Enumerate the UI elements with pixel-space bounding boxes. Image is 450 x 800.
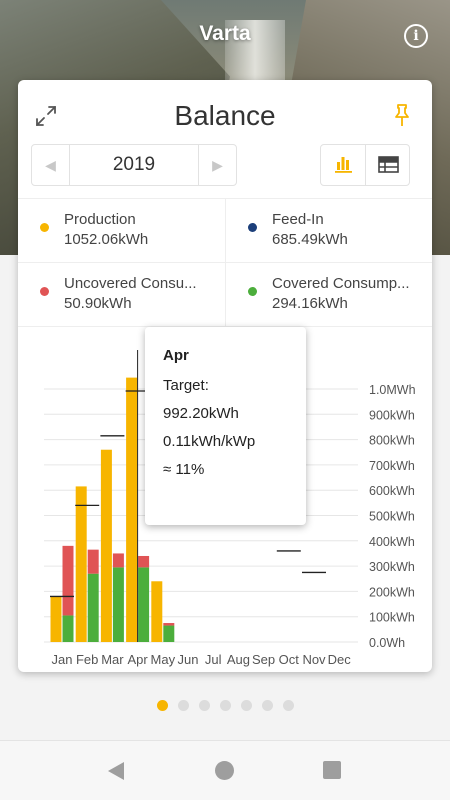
uncovered-consumption-bar: [87, 549, 99, 574]
production-bar: [75, 486, 87, 642]
x-tick-label: Feb: [76, 652, 98, 667]
android-nav-bar: [0, 740, 450, 800]
page-dot[interactable]: [156, 700, 168, 711]
stat-value: 685.49kWh: [272, 231, 348, 248]
uncovered-consumption-bar: [138, 555, 150, 568]
stat-value: 294.16kWh: [272, 295, 348, 312]
x-tick-label: Sep: [252, 652, 275, 667]
tooltip-percentage: ≈ 11%: [163, 461, 205, 478]
covered-consumption-bar: [163, 625, 175, 642]
pin-icon[interactable]: [390, 102, 414, 128]
production-bar: [50, 596, 62, 642]
y-tick-label: 300kWh: [369, 560, 415, 574]
stat-label: Uncovered Consu...: [64, 275, 197, 292]
production-bar: [151, 581, 163, 642]
stat-feed-in[interactable]: Feed-In 685.49kWh: [225, 199, 432, 263]
y-tick-label: 1.0MWh: [369, 383, 416, 397]
uncovered-legend-dot: [40, 287, 49, 296]
feed-in-legend-dot: [248, 223, 257, 232]
bar-chart-icon: [335, 157, 352, 173]
year-label: 2019: [112, 154, 156, 175]
x-tick-label: Jun: [178, 652, 199, 667]
stat-label: Production: [64, 211, 136, 228]
year-selector: ◀ 2019 ▶: [31, 144, 237, 186]
x-tick-label: Apr: [127, 652, 148, 667]
page-dot[interactable]: [198, 700, 210, 711]
x-tick-label: Nov: [302, 652, 326, 667]
production-legend-dot: [40, 223, 49, 232]
covered-consumption-bar: [112, 567, 124, 642]
y-tick-label: 700kWh: [369, 459, 415, 473]
page-indicator: [0, 698, 450, 716]
x-tick-label: Dec: [328, 652, 352, 667]
expand-icon[interactable]: [34, 104, 58, 128]
back-icon[interactable]: [107, 761, 125, 781]
app-title: Varta: [199, 22, 251, 45]
page-dot[interactable]: [240, 700, 252, 711]
stat-uncovered-consumption[interactable]: Uncovered Consu... 50.90kWh: [18, 263, 225, 327]
info-icon[interactable]: i: [404, 24, 428, 48]
card-title: Balance: [174, 100, 276, 131]
y-tick-label: 100kWh: [369, 611, 415, 625]
uncovered-consumption-bar: [112, 553, 124, 568]
y-tick-label: 900kWh: [369, 408, 415, 422]
page-dot[interactable]: [282, 700, 294, 711]
x-tick-label: Oct: [279, 652, 300, 667]
tooltip-target-label: Target:: [163, 377, 209, 394]
balance-stats: Production 1052.06kWh Feed-In 685.49kWh …: [18, 198, 432, 327]
stat-value: 1052.06kWh: [64, 231, 149, 248]
page-dot[interactable]: [219, 700, 231, 711]
view-toggle: [320, 144, 410, 186]
tooltip-specific-yield: 0.11kWh/kWp: [163, 433, 256, 450]
tooltip-target-value: 992.20kWh: [163, 405, 239, 422]
x-tick-label: May: [151, 652, 176, 667]
home-icon[interactable]: [215, 761, 234, 780]
covered-consumption-bar: [87, 573, 99, 642]
production-bar: [126, 377, 138, 642]
stat-production[interactable]: Production 1052.06kWh: [18, 199, 225, 263]
x-tick-label: Aug: [227, 652, 250, 667]
page-dot[interactable]: [177, 700, 189, 711]
x-tick-label: Mar: [101, 652, 124, 667]
uncovered-consumption-bar: [163, 623, 175, 626]
previous-year-button[interactable]: ◀: [32, 145, 70, 185]
table-view-button[interactable]: [366, 145, 411, 185]
next-year-button[interactable]: ▶: [198, 145, 236, 185]
x-tick-label: Jan: [52, 652, 73, 667]
y-tick-label: 800kWh: [369, 434, 415, 448]
tooltip-month: Apr: [163, 347, 189, 364]
recent-apps-icon[interactable]: [323, 761, 341, 779]
y-tick-label: 200kWh: [369, 585, 415, 599]
x-tick-label: Jul: [205, 652, 222, 667]
production-bar: [100, 449, 112, 642]
uncovered-consumption-bar: [62, 545, 74, 616]
stat-label: Feed-In: [272, 211, 324, 228]
y-tick-label: 400kWh: [369, 535, 415, 549]
y-tick-label: 500kWh: [369, 510, 415, 524]
chart-view-button[interactable]: [321, 145, 366, 185]
y-tick-label: 0.0Wh: [369, 636, 405, 650]
table-icon: [378, 156, 399, 173]
stat-value: 50.90kWh: [64, 295, 132, 312]
stat-label: Covered Consump...: [272, 275, 410, 292]
page-dot[interactable]: [261, 700, 273, 711]
stat-covered-consumption[interactable]: Covered Consump... 294.16kWh: [225, 263, 432, 327]
covered-legend-dot: [248, 287, 257, 296]
y-tick-label: 600kWh: [369, 484, 415, 498]
covered-consumption-bar: [138, 567, 150, 642]
chart-tooltip: Apr Target: 992.20kWh 0.11kWh/kWp ≈ 11%: [145, 327, 306, 525]
covered-consumption-bar: [62, 615, 74, 642]
